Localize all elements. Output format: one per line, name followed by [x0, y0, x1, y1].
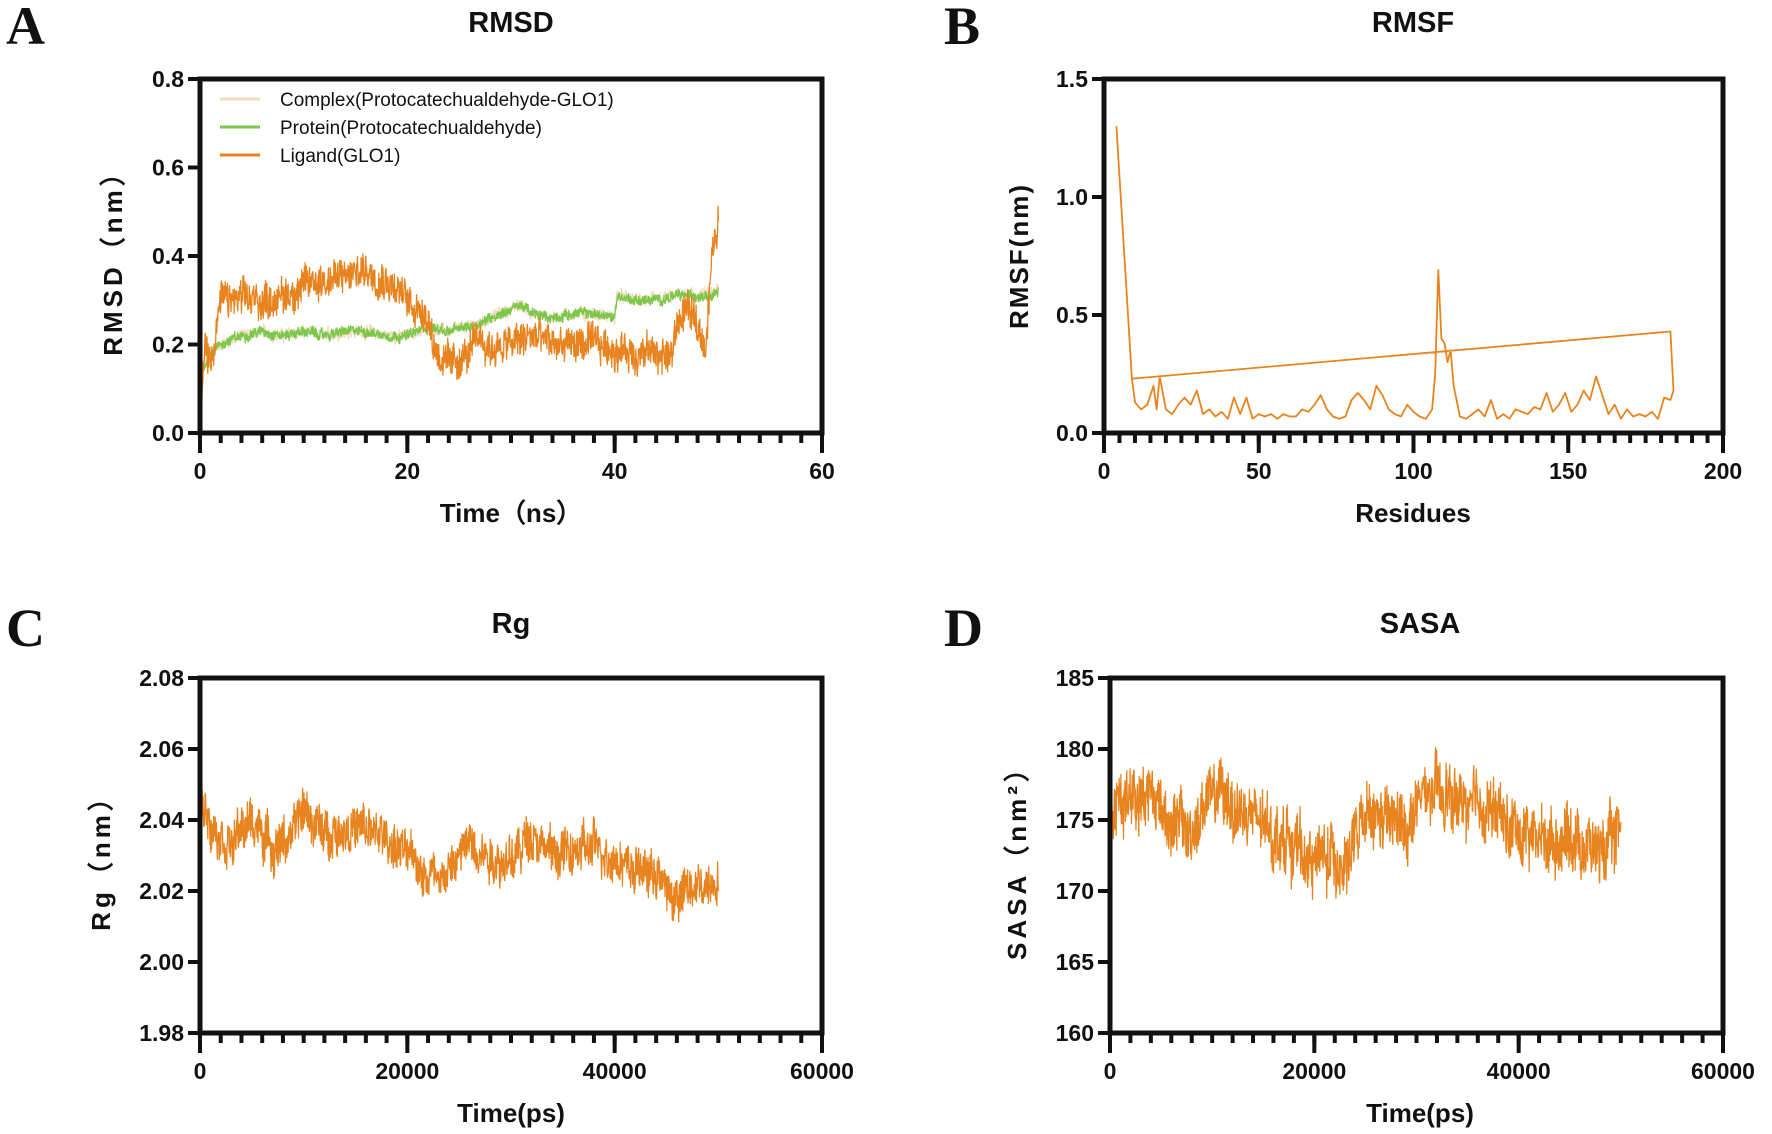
x-tick-label: 60000: [1691, 1058, 1755, 1084]
x-tick-label: 40000: [583, 1058, 647, 1084]
x-tick-label: 0: [1098, 458, 1111, 484]
x-tick-label: 40000: [1487, 1058, 1551, 1084]
x-tick-label: 150: [1549, 458, 1587, 484]
y-tick-label: 2.00: [139, 949, 184, 975]
y-tick-label: 0.5: [1056, 302, 1088, 328]
panel-b: B RMSF 0.0 0.5 1.0 1.5 0 50 100 150 200 Residues…: [944, 0, 1742, 528]
y-tick-label: 2.08: [139, 665, 184, 691]
x-axis-title: Time（ns）: [440, 498, 583, 528]
x-tick-label: 20000: [375, 1058, 439, 1084]
rmsd-plot: 0.0 0.2 0.4 0.6 0.8 0 20 40 60 Complex(Protocatec…: [152, 66, 835, 484]
y-tick-label: 0.0: [152, 420, 184, 446]
plot-frame: [1107, 675, 1726, 1036]
y-axis-title: Rg（nm）: [86, 781, 116, 931]
y-tick-label: 0.6: [152, 155, 184, 181]
x-tick-label: 200: [1704, 458, 1742, 484]
y-tick-label: 170: [1056, 878, 1094, 904]
y-tick-label: 180: [1056, 736, 1094, 762]
chart-title: RMSF: [1372, 7, 1454, 39]
legend-label: Complex(Protocatechualdehyde-GLO1): [280, 90, 614, 111]
x-tick-label: 100: [1394, 458, 1432, 484]
panel-letter-c: C: [6, 598, 45, 658]
x-tick-label: 20000: [1282, 1058, 1346, 1084]
y-tick-label: 0.4: [152, 243, 184, 269]
y-axis-title: SASA（nm²）: [1002, 752, 1032, 960]
series-line-1: [1109, 746, 1622, 948]
x-tick-label: 60: [809, 458, 835, 484]
y-tick-label: 0.2: [152, 332, 184, 358]
series-line-3: [199, 205, 719, 434]
x-tick-label: 0: [194, 1058, 207, 1084]
x-tick-label: 40: [602, 458, 628, 484]
sasa-plot: 160 165 170 175 180 185 0 20000 40000 60000: [1056, 665, 1755, 1084]
y-tick-label: 0.0: [1056, 420, 1088, 446]
panel-d: D SASA 160 165 170 175 180 185 0 20000 40000 6000…: [944, 598, 1755, 1128]
y-tick-label: 1.0: [1056, 184, 1088, 210]
y-axis-title: RMSF(nm): [1004, 183, 1034, 329]
x-axis-title: Time(ps): [1366, 1098, 1474, 1128]
y-tick-label: 185: [1056, 665, 1095, 691]
legend-label: Protein(Protocatechualdehyde): [280, 118, 542, 139]
chart-title: SASA: [1380, 608, 1461, 640]
rg-plot: 1.98 2.00 2.02 2.04 2.06 2.08 0 20000 40000 60000: [139, 665, 854, 1084]
panel-letter-d: D: [944, 598, 983, 658]
y-tick-label: 165: [1056, 949, 1095, 975]
panel-a: A RMSD 0.0 0.2 0.4 0.6 0.8 0 20 40 60 Complex(Pro…: [6, 0, 835, 528]
x-tick-label: 60000: [790, 1058, 854, 1084]
y-tick-label: 2.02: [139, 878, 184, 904]
series-line-1: [1115, 126, 1675, 420]
y-tick-label: 160: [1056, 1020, 1094, 1046]
chart-title: Rg: [492, 608, 531, 640]
panel-c: C Rg 1.98 2.00 2.02 2.04 2.06 2.08 0 20000 40000…: [6, 598, 854, 1128]
plot-frame: [1101, 76, 1726, 436]
series-line-2: [199, 287, 719, 434]
legend-label: Ligand(GLO1): [280, 146, 400, 167]
panel-letter-b: B: [944, 0, 980, 56]
x-tick-label: 0: [1104, 1058, 1117, 1084]
y-tick-label: 2.04: [139, 807, 184, 833]
y-tick-label: 1.98: [139, 1020, 184, 1046]
y-axis-title: RMSD（nm）: [98, 156, 128, 356]
x-tick-label: 50: [1246, 458, 1272, 484]
rmsf-plot: 0.0 0.5 1.0 1.5 0 50 100 150 200: [1056, 66, 1742, 484]
y-tick-label: 1.5: [1056, 66, 1088, 92]
x-axis-title: Time(ps): [457, 1098, 565, 1128]
x-tick-label: 20: [395, 458, 421, 484]
y-tick-label: 0.8: [152, 66, 184, 92]
x-axis-title: Residues: [1355, 498, 1471, 528]
chart-title: RMSD: [468, 7, 553, 39]
panel-letter-a: A: [6, 0, 45, 56]
y-tick-label: 2.06: [139, 736, 184, 762]
y-tick-label: 175: [1056, 807, 1095, 833]
x-tick-label: 0: [194, 458, 207, 484]
series-line-1: [199, 787, 719, 923]
